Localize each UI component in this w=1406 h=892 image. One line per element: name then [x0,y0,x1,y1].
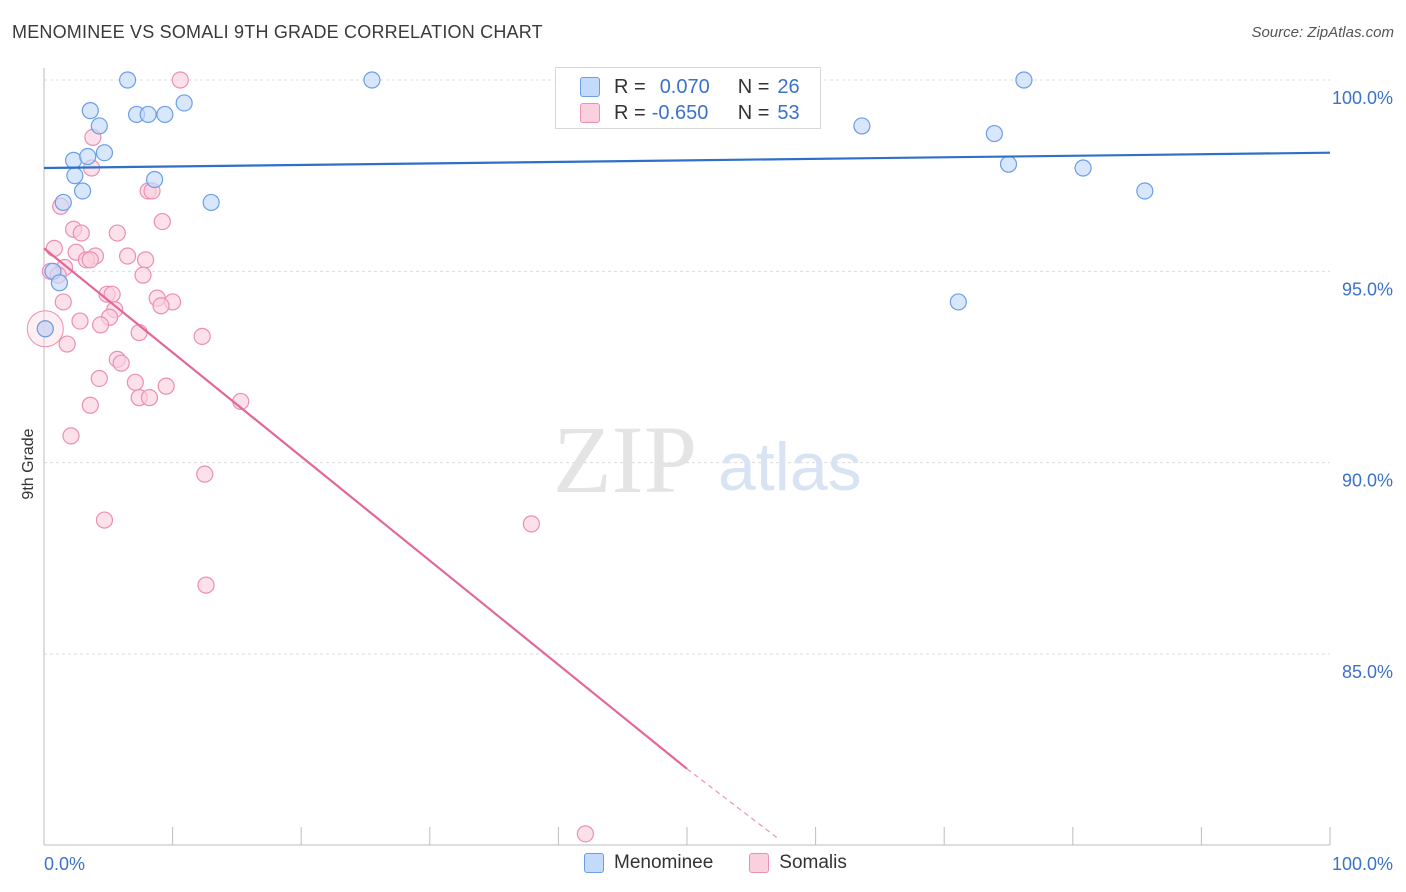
somali-point-10 [45,239,63,257]
menominee-point-25 [36,320,54,338]
watermark-atlas: atlas [718,429,862,505]
somali-point-44 [196,465,214,483]
n-value: 26 [777,75,800,98]
y-tick-label-95: 95.0% [1342,279,1393,299]
menominee-point-1 [363,71,381,89]
somali-points [26,71,595,843]
menominee-trend-line [43,151,1331,170]
x-tick-label-1: 100.0% [1332,854,1393,874]
y-axis-label: 9th Grade [20,428,37,500]
menominee-point-7 [175,94,193,112]
n-value: 53 [777,101,800,124]
menominee-point-17 [145,170,164,189]
menominee-swatch [580,77,600,97]
somali-point-38 [157,377,175,395]
correlation-legend: R = 0.070 N = 26 R = -0.650 N = 53 [555,67,821,129]
somali-trend-line [43,247,688,770]
menominee-point-18 [73,182,92,200]
menominee-point-13 [79,147,97,166]
source-credit: Source: ZipAtlas.com [1251,24,1394,41]
somali-point-13 [118,247,137,265]
menominee-point-20 [54,193,72,212]
somali-point-30 [91,316,110,334]
axes [43,68,1331,846]
menominee-point-23 [50,274,69,292]
menominee-point-16 [66,167,84,185]
r-label: R = [614,101,646,124]
menominee-point-6 [156,105,174,124]
trend-lines [43,151,1331,839]
y-tick-label-85: 85.0% [1342,662,1393,682]
watermark-zip: ZIP [553,406,697,513]
menominee-point-11 [95,144,114,162]
menominee-point-15 [1074,159,1092,177]
somali-point-26 [152,297,170,315]
y-tick-label-100: 100.0% [1332,88,1393,108]
menominee-legend-label: Menominee [614,852,714,873]
somali-point-35 [112,354,130,372]
somali-point-9 [108,224,126,242]
somali-point-0 [171,71,189,89]
menominee-legend-swatch [584,853,604,873]
somali-point-32 [193,327,211,345]
r-label: R = [614,75,646,98]
somali-point-47 [197,576,215,594]
menominee-point-2 [1015,71,1033,89]
series-legend: Menominee Somalis [584,852,847,874]
somali-trend-extrapolation [686,768,778,839]
somali-point-48 [576,825,595,843]
somali-point-33 [58,335,76,353]
x-tick-labels: 0.0% 100.0% [44,854,1393,874]
r-value: 0.070 [659,75,710,98]
somali-point-40 [140,389,159,407]
n-label: N = [737,75,770,98]
menominee-point-14 [999,155,1018,173]
r-value: -0.650 [651,101,709,124]
menominee-point-0 [118,71,137,89]
somali-point-45 [95,511,114,529]
somali-point-8 [72,224,90,242]
y-tick-label-90: 90.0% [1342,471,1393,491]
watermark: ZIP atlas [553,406,862,513]
menominee-point-12 [64,151,83,169]
somali-point-37 [126,373,144,391]
somali-point-31 [130,323,148,342]
chart-title: MENOMINEE VS SOMALI 9TH GRADE CORRELATIO… [12,22,543,42]
legend-row-menominee: R = 0.070 N = 26 [580,75,800,99]
somali-point-15 [81,251,99,269]
legend-row-somali: R = -0.650 N = 53 [580,101,800,125]
menominee-point-3 [81,102,99,120]
x-tick-label-0: 0.0% [44,854,85,874]
somali-point-23 [54,293,72,311]
somali-point-36 [90,369,108,388]
menominee-point-21 [202,193,220,212]
somali-point-6 [153,212,171,231]
somali-legend-swatch [749,853,770,873]
y-tick-labels: 85.0% 90.0% 95.0% 100.0% [1332,88,1393,682]
menominee-point-9 [853,117,871,135]
menominee-points [36,71,1154,338]
somali-swatch [580,103,600,123]
somali-point-43 [62,427,80,445]
menominee-point-24 [949,293,967,311]
somali-point-46 [522,515,540,533]
menominee-point-10 [985,124,1003,143]
somali-point-42 [81,396,99,414]
somali-legend-label: Somalis [779,852,847,873]
somali-point-20 [134,266,152,284]
menominee-point-19 [1136,182,1154,200]
menominee-point-5 [139,105,157,124]
somali-point-16 [136,251,155,269]
menominee-point-8 [90,117,108,135]
n-label: N = [737,101,770,124]
somali-point-29 [71,312,89,330]
